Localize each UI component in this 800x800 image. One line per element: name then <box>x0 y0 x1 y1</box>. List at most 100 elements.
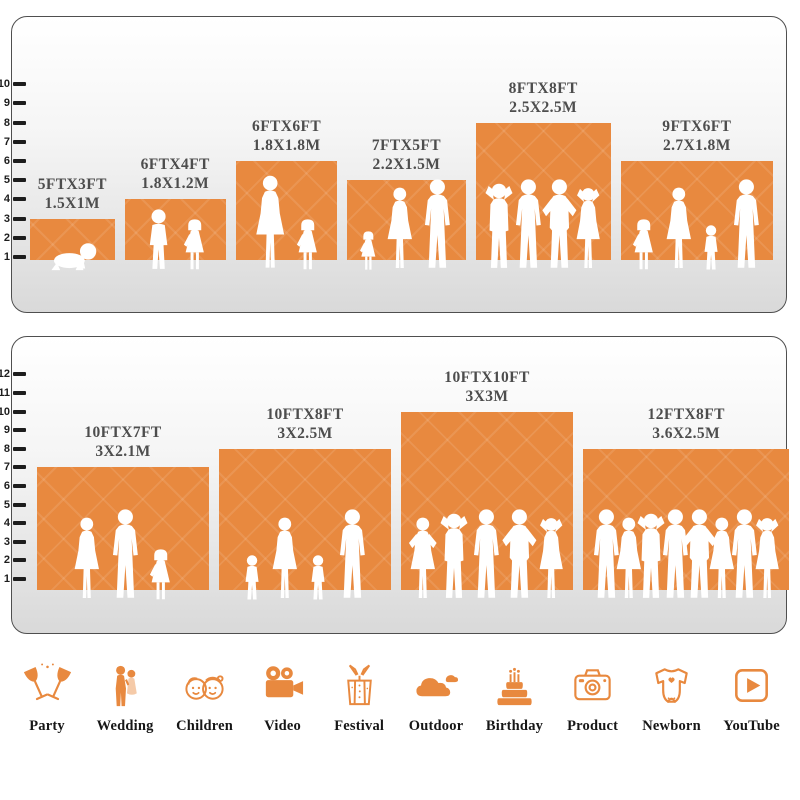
woman-armsup-silhouette <box>571 185 605 271</box>
tick-mark <box>13 521 26 526</box>
category-label: Product <box>567 718 619 734</box>
youtube-icon <box>728 662 775 709</box>
girl-silhouette <box>146 549 175 601</box>
backdrop-bar-10ftx8ft <box>219 448 391 590</box>
category-newborn: Newborn <box>642 662 701 735</box>
man-armsup-silhouette <box>436 511 472 601</box>
ruler-tick-2: 2 <box>0 231 26 245</box>
backdrop-bar-12ftx8ft <box>583 448 790 590</box>
size-m-label: 1.8X1.2M <box>141 175 210 193</box>
tick-mark <box>13 372 26 377</box>
category-label: Wedding <box>96 718 154 734</box>
backdrop-size-label: 7FTX5FT 2.2X1.5M <box>372 136 441 174</box>
people-silhouettes <box>219 509 391 601</box>
backdrop-size-label: 6FTX6FT 1.8X1.8M <box>252 117 321 155</box>
size-ft-label: 6FTX6FT <box>252 118 322 135</box>
woman-silhouette <box>662 187 696 271</box>
size-ft-label: 10FTX10FT <box>444 368 530 386</box>
mother-holding-baby-silhouette <box>251 175 289 271</box>
wedding-icon <box>102 662 149 709</box>
category-label: YouTube <box>723 718 780 734</box>
ruler-tick-8: 8 <box>0 442 26 456</box>
ruler-tick-9: 9 <box>0 96 26 110</box>
tick-mark <box>13 409 26 414</box>
tick-number: 9 <box>3 97 10 110</box>
backdrop-size-label: 10FTX10FT 3X3M <box>444 368 529 406</box>
girl-silhouette <box>293 219 322 271</box>
tick-number: 9 <box>3 424 10 437</box>
tick-number: 7 <box>3 135 10 148</box>
category-label: Children <box>176 718 234 734</box>
tick-mark <box>13 235 26 240</box>
child-silhouette <box>305 555 331 601</box>
man-silhouette <box>728 179 765 271</box>
tick-number: 7 <box>3 461 10 474</box>
tick-number: 10 <box>0 78 10 91</box>
people-silhouettes <box>621 179 773 271</box>
ruler-tick-5: 5 <box>0 173 26 187</box>
tick-number: 8 <box>3 442 10 455</box>
woman-silhouette <box>268 517 302 601</box>
ruler-tick-7: 7 <box>0 460 26 474</box>
size-m-label: 2.7X1.8M <box>662 137 731 154</box>
tick-number: 6 <box>3 480 10 492</box>
category-label: Outdoor <box>408 718 464 734</box>
newborn-icon <box>648 662 695 709</box>
crawling-baby-silhouette <box>46 241 99 271</box>
tick-mark <box>13 197 26 202</box>
category-label: Newborn <box>642 718 701 734</box>
size-ft-label: 6FTX4FT <box>140 156 210 174</box>
backdrop-size-label: 8FTX8FT 2.5X2.5M <box>509 79 578 117</box>
tick-mark <box>13 101 26 106</box>
people-silhouettes <box>37 509 209 601</box>
man-silhouette <box>468 509 505 601</box>
man-silhouette <box>419 179 456 271</box>
tick-mark <box>13 178 26 183</box>
size-ft-label: 7FTX5FT <box>371 137 441 155</box>
category-party: Party <box>20 662 74 735</box>
birthday-icon <box>491 662 538 709</box>
tick-mark <box>13 391 26 395</box>
category-label: Birthday <box>485 718 544 734</box>
tick-mark <box>13 255 26 259</box>
size-ft-label: 12FTX8FT <box>647 405 725 423</box>
size-m-label: 2.5X2.5M <box>509 98 578 116</box>
ruler-tick-3: 3 <box>0 212 26 226</box>
size-m-label: 1.8X1.8M <box>252 137 321 154</box>
category-label: Video <box>264 718 301 734</box>
people-silhouettes <box>476 179 611 271</box>
backdrop-size-label: 9FTX6FT 2.7X1.8M <box>662 117 731 155</box>
size-ft-label: 8FTX8FT <box>508 79 578 97</box>
ruler-tick-1: 1 <box>0 250 26 264</box>
outdoor-icon <box>413 662 460 709</box>
size-m-label: 3X3M <box>465 387 509 405</box>
woman-silhouette <box>383 187 417 271</box>
tick-number: 3 <box>3 535 10 548</box>
tick-number: 10 <box>0 405 10 418</box>
tick-mark <box>13 159 26 163</box>
backdrop-size-label: 10FTX7FT 3X2.1M <box>84 423 161 461</box>
man-silhouette <box>107 509 144 601</box>
tick-mark <box>13 502 26 507</box>
category-festival: Festival <box>332 662 386 735</box>
tick-number: 4 <box>3 517 10 530</box>
panel-small-medium: 1 2 3 4 5 6 7 8 9 10 5FTX3FT 1.5X1M 6FTX4FT 1.8X1.2M… <box>0 16 787 313</box>
people-silhouettes <box>347 179 465 271</box>
toddler-silhouette <box>357 231 380 271</box>
people-silhouettes <box>401 509 573 601</box>
tick-mark <box>13 465 26 470</box>
people-silhouettes <box>583 509 789 601</box>
tick-number: 2 <box>3 231 10 244</box>
tick-number: 2 <box>3 554 10 567</box>
ruler-tick-10: 10 <box>0 405 26 419</box>
product-icon <box>569 662 616 709</box>
backdrop-bar-6ftx4ft <box>124 199 226 260</box>
size-ft-label: 5FTX3FT <box>37 175 107 193</box>
ruler-tick-3: 3 <box>0 535 26 549</box>
size-m-label: 3X2.1M <box>95 443 151 461</box>
ruler-tick-2: 2 <box>0 553 26 567</box>
tick-number: 4 <box>3 193 10 206</box>
party-icon <box>23 662 71 709</box>
ruler-tick-11: 11 <box>0 386 26 400</box>
video-icon <box>259 662 306 709</box>
